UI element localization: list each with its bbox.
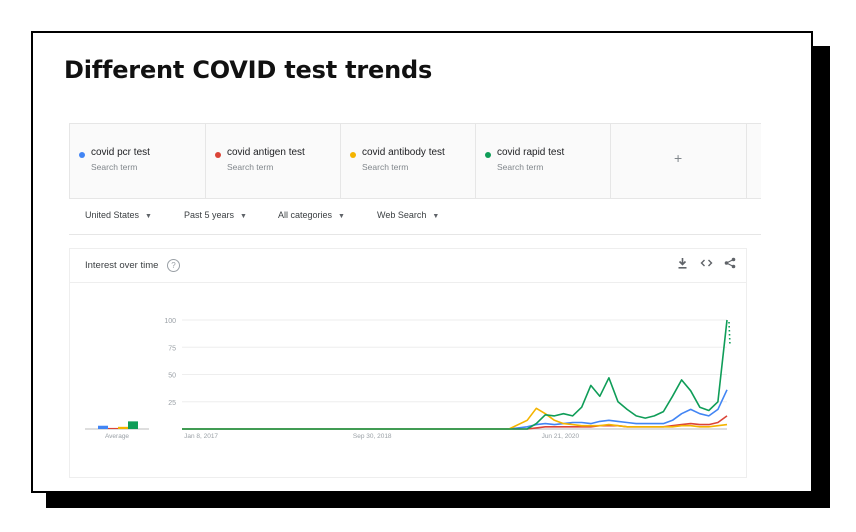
search-term-antigen[interactable]: covid antigen test Search term [205,124,339,198]
share-icon[interactable] [724,257,736,272]
x-tick-label: Jun 21, 2020 [542,433,580,440]
interest-over-time-panel: Interest over time ? [69,248,747,478]
panel-divider [70,282,746,283]
series-color-dot [350,152,356,158]
average-bar [128,421,138,429]
filters-bar: United States ▼ Past 5 years ▼ All categor… [69,200,761,235]
region-label: United States [85,210,140,220]
help-icon[interactable]: ? [167,259,180,272]
caret-down-icon: ▼ [338,213,345,220]
term-type: Search term [227,162,274,172]
y-tick-label: 50 [168,373,176,380]
series-color-dot [79,152,85,158]
caret-down-icon: ▼ [145,213,152,220]
caret-down-icon: ▼ [432,213,440,220]
x-tick-label: Jan 8, 2017 [184,433,218,440]
series-line [182,319,728,430]
x-tick-label: Sep 30, 2018 [353,433,392,440]
average-label: Average [105,433,129,440]
series-color-dot [215,152,221,158]
term-name: covid rapid test [497,147,565,158]
category-label: All categories [278,210,333,220]
property-label: Web Search [377,210,427,220]
series-line [182,389,728,430]
search-term-rapid[interactable]: covid rapid test Search term [475,124,609,198]
search-terms-bar: covid pcr test Search term covid antigen… [69,123,761,199]
search-term-antibody[interactable]: covid antibody test Search term [340,124,474,198]
period-dropdown[interactable]: Past 5 years ▼ [184,210,247,220]
period-label: Past 5 years [184,210,235,220]
term-name: covid antibody test [362,147,445,158]
category-dropdown[interactable]: All categories ▼ [278,210,345,220]
download-icon[interactable] [677,257,688,272]
average-bar [98,425,108,429]
y-tick-label: 75 [168,345,176,352]
term-type: Search term [362,162,409,172]
page-title: Different COVID test trends [64,56,433,84]
term-type: Search term [91,162,138,172]
add-term-button[interactable]: + [610,124,744,198]
panel-title: Interest over time [85,260,159,271]
partial-data-dotted-line [728,321,731,347]
series-color-dot [485,152,491,158]
plus-icon: + [674,150,683,166]
region-dropdown[interactable]: United States ▼ [85,210,152,220]
interest-chart: 100 75 50 25 Average Jan 8, 2017 Sep 30, 2018 J… [85,318,731,440]
caret-down-icon: ▼ [240,213,247,220]
term-name: covid pcr test [91,147,150,158]
search-term-pcr[interactable]: covid pcr test Search term [69,124,203,198]
term-divider [746,124,761,198]
average-bar [108,427,118,429]
property-dropdown[interactable]: Web Search ▼ [377,210,439,220]
y-tick-label: 25 [168,400,176,407]
term-type: Search term [497,162,544,172]
y-tick-label: 100 [164,318,176,325]
average-bar [118,426,128,429]
embed-icon[interactable] [700,257,713,272]
term-name: covid antigen test [227,147,305,158]
